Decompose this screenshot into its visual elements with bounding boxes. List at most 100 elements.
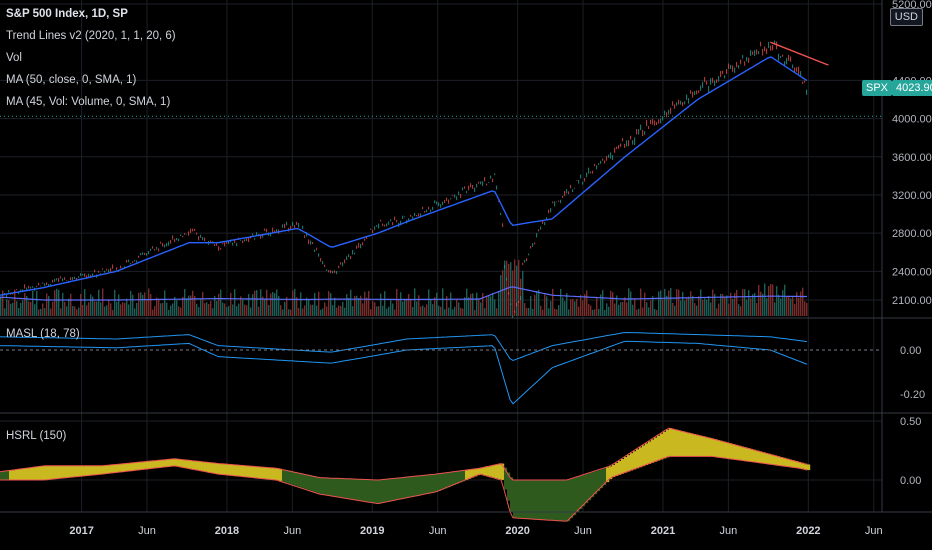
- volume-bar: [374, 302, 376, 316]
- hsrl-area-slice: [282, 469, 286, 482]
- price-tick-label: 4000.00: [892, 114, 932, 126]
- currency-button[interactable]: USD: [889, 8, 923, 26]
- hsrl-area-slice: [579, 476, 583, 510]
- volume-bar: [648, 307, 650, 316]
- legend-trend-lines[interactable]: Trend Lines v2 (2020, 1, 1, 20, 6): [6, 30, 176, 42]
- hsrl-area-slice: [558, 480, 562, 521]
- hsrl-area-slice: [99, 465, 103, 475]
- hsrl-area-slice: [744, 447, 748, 461]
- volume-bar: [750, 298, 752, 316]
- hsrl-area-slice: [444, 473, 448, 489]
- hsrl-area-slice: [51, 465, 55, 480]
- hsrl-area-slice: [645, 443, 649, 466]
- volume-bar: [678, 289, 680, 316]
- volume-bar: [426, 304, 428, 316]
- hsrl-area-slice: [768, 453, 772, 464]
- volume-bar: [2, 290, 4, 316]
- legend-ma-close[interactable]: MA (50, close, 0, SMA, 1): [6, 74, 137, 86]
- volume-bar: [548, 308, 550, 316]
- volume-bar: [284, 301, 286, 316]
- volume-bar: [352, 306, 354, 316]
- volume-bar: [536, 291, 538, 316]
- hsrl-area-slice: [555, 480, 559, 521]
- hsrl-area-slice: [690, 433, 694, 457]
- hsrl-area-slice: [276, 468, 280, 480]
- volume-bar: [590, 305, 592, 316]
- volume-bar: [396, 288, 398, 316]
- volume-bar: [774, 302, 776, 316]
- legend-ma-volume[interactable]: MA (45, Vol: Volume, 0, SMA, 1): [6, 96, 171, 108]
- volume-bar: [220, 289, 222, 316]
- legend-volume[interactable]: Vol: [6, 52, 22, 64]
- volume-bar: [282, 309, 284, 316]
- volume-bar: [762, 293, 764, 316]
- volume-bar: [720, 293, 722, 316]
- volume-bar: [224, 303, 226, 316]
- volume-bar: [448, 307, 450, 316]
- hsrl-area-slice: [174, 458, 178, 466]
- hsrl-area-slice: [468, 469, 472, 479]
- volume-bar: [274, 293, 276, 316]
- legend-hsrl[interactable]: HSRL (150): [6, 430, 67, 442]
- volume-bar: [272, 291, 274, 316]
- volume-bar: [522, 270, 524, 316]
- volume-bar: [604, 309, 606, 316]
- hsrl-area-slice: [477, 468, 481, 476]
- hsrl-area-slice: [642, 445, 646, 467]
- hsrl-area-slice: [162, 459, 166, 468]
- volume-bar: [300, 292, 302, 316]
- hsrl-tick-label: 0.50: [900, 416, 921, 428]
- volume-bar: [134, 308, 136, 316]
- hsrl-area-slice: [528, 480, 532, 519]
- hsrl-area-slice: [333, 478, 337, 497]
- hsrl-area-slice: [249, 465, 253, 478]
- volume-bar: [408, 294, 410, 316]
- hsrl-area-slice: [408, 476, 412, 498]
- hsrl-area-slice: [654, 437, 658, 462]
- hsrl-area-slice: [366, 479, 370, 502]
- volume-bar: [142, 294, 144, 316]
- volume-bar: [418, 295, 420, 316]
- hsrl-area-slice: [234, 464, 238, 476]
- hsrl-area-slice: [747, 448, 751, 462]
- volume-bar: [586, 290, 588, 316]
- volume-bar: [324, 302, 326, 316]
- volume-bar: [36, 290, 38, 316]
- volume-bar: [362, 303, 364, 316]
- volume-bar: [236, 306, 238, 316]
- hsrl-area-slice: [387, 479, 391, 502]
- hsrl-area-slice: [609, 466, 613, 480]
- legend-masl[interactable]: MASL (18, 78): [6, 328, 80, 340]
- hsrl-area-slice: [465, 470, 469, 481]
- hsrl-area-slice: [237, 465, 241, 477]
- volume-bar: [660, 290, 662, 316]
- hsrl-area-slice: [486, 466, 490, 476]
- hsrl-area-slice: [147, 461, 151, 469]
- volume-bar: [618, 304, 620, 316]
- volume-bar: [458, 302, 460, 316]
- volume-bar: [646, 302, 648, 316]
- volume-bar: [296, 297, 298, 316]
- volume-bar: [524, 303, 526, 316]
- volume-bar: [694, 303, 696, 316]
- volume-bar: [120, 304, 122, 316]
- hsrl-area-slice: [252, 466, 256, 478]
- hsrl-area-slice: [18, 469, 22, 480]
- masl-line-2: [0, 340, 808, 405]
- legend-symbol[interactable]: S&P 500 Index, 1D, SP: [6, 8, 128, 20]
- volume-bar: [28, 301, 30, 316]
- volume-bar: [730, 292, 732, 316]
- volume-bar: [594, 309, 596, 316]
- hsrl-area-slice: [696, 434, 700, 457]
- hsrl-area-slice: [39, 466, 43, 480]
- volume-bar: [316, 305, 318, 316]
- hsrl-area-slice: [258, 466, 262, 479]
- volume-bar: [472, 293, 474, 316]
- volume-bar: [776, 286, 778, 316]
- volume-bar: [136, 302, 138, 316]
- volume-bar: [78, 307, 80, 316]
- hsrl-area-slice: [48, 465, 52, 480]
- hsrl-area-slice: [432, 474, 436, 493]
- volume-bar: [66, 306, 68, 316]
